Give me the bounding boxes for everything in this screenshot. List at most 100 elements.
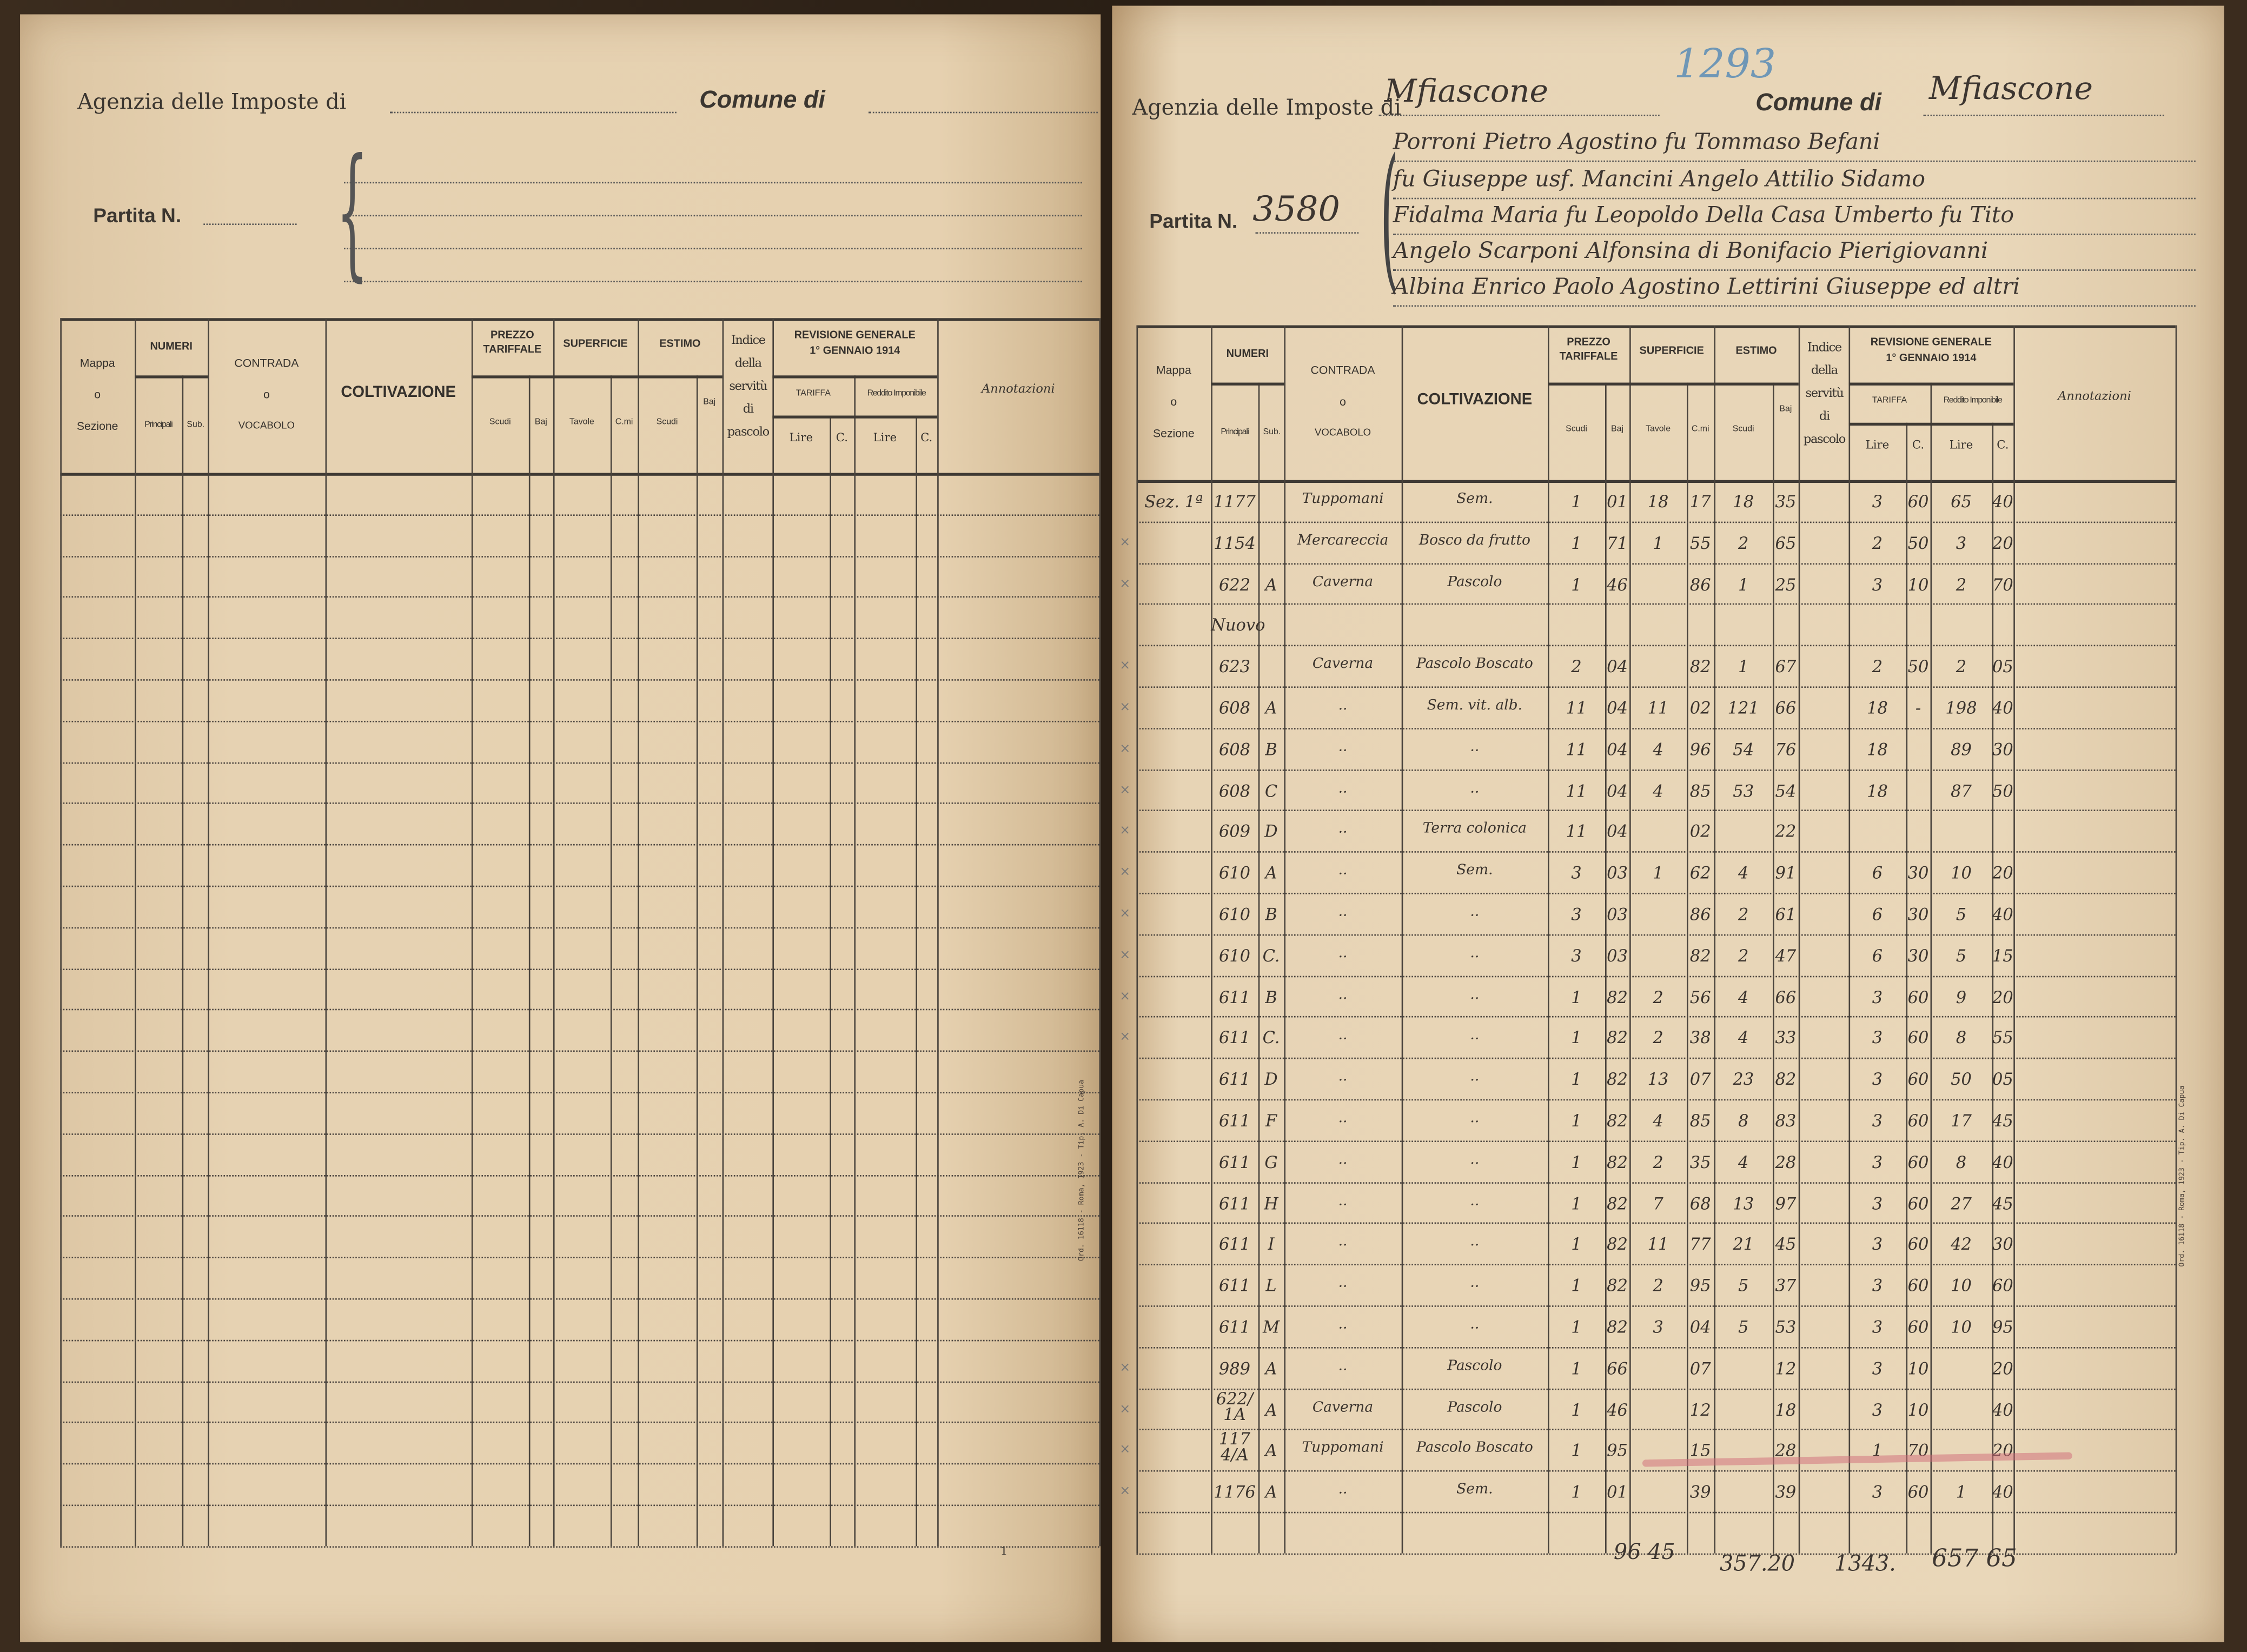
table-row: × 611 B.... 1 82 2 56 4 66 3 60 9 20 (1119, 986, 2175, 1028)
cell-prezzo-1: 82 (1607, 1317, 1628, 1337)
cell-principale: 1177 (1214, 491, 1256, 512)
column-rule (610, 375, 612, 1546)
cell-prezzo-1: 71 (1607, 533, 1628, 553)
row-rule (60, 1257, 1099, 1259)
header-sezione: Sezione (1153, 427, 1195, 440)
cell-superficie-1: 56 (1689, 986, 1711, 1007)
register-number: 1293 (1674, 40, 1777, 88)
row-rule (60, 1463, 1099, 1465)
cell-tariffa-0: 3 (1872, 1317, 1883, 1337)
header-scudi: Scudi (1732, 426, 1754, 434)
header-bottom-rule (60, 473, 1099, 476)
cell-estimo-1: 18 (1775, 1399, 1797, 1420)
cell-superficie-0: 1 (1653, 533, 1663, 553)
right-register-table: Mappa o Sezione NUMERI Principali Sub. CONTRAD… (1119, 325, 2177, 1555)
cell-estimo-0: 8 (1738, 1110, 1749, 1131)
cell-superficie-1: 82 (1689, 656, 1711, 677)
owner-line: Angelo Scarponi Alfonsina di Bonifacio P… (1393, 237, 1989, 264)
cell-contrada: .. (1338, 986, 1348, 1003)
cell-reddito-1: 50 (1992, 780, 2013, 801)
row-rule (1136, 1058, 2176, 1059)
row-mark: × (1119, 700, 1131, 715)
cell-reddito-0: 5 (1956, 945, 1967, 966)
cell-estimo-1: 22 (1775, 821, 1797, 842)
cell-tariffa-1: 60 (1907, 1317, 1929, 1337)
header-contrada-o: o (263, 388, 270, 401)
cell-superficie-0: 2 (1653, 1028, 1663, 1049)
header-mappa-o: o (94, 388, 101, 401)
owner-line (344, 281, 1082, 283)
cell-reddito-1: 05 (1992, 1069, 2013, 1090)
row-mark: × (1119, 1361, 1131, 1376)
cell-prezzo-1: 03 (1607, 945, 1628, 966)
cell-coltivazione: Pascolo (1447, 574, 1502, 590)
cell-reddito-1: 40 (1992, 491, 2013, 512)
cell-superficie-1: 68 (1689, 1193, 1711, 1213)
cell-prezzo-1: 04 (1607, 656, 1628, 677)
cell-sub: D (1264, 821, 1278, 842)
owner-underline (1393, 160, 2196, 162)
row-rule (1136, 1388, 2176, 1390)
cell-sub: L (1265, 1275, 1277, 1296)
cell-tariffa-0: 3 (1872, 1152, 1883, 1172)
cell-reddito-1: 60 (1992, 1275, 2013, 1296)
row-rule (1136, 1346, 2176, 1349)
total-estimo: 357.20 (1720, 1550, 1795, 1576)
cell-reddito-1: 05 (1992, 656, 2013, 677)
cell-coltivazione: .. (1470, 739, 1480, 755)
cell-prezzo-1: 82 (1607, 1069, 1628, 1090)
partita-field (1255, 232, 1359, 234)
table-row: × 622/1A A Caverna Pascolo 1 46 12 18 3 10 40 (1119, 1390, 2175, 1441)
row-mark: × (1119, 1443, 1131, 1458)
column-rule (1401, 325, 1403, 1554)
cell-estimo-0: 53 (1733, 780, 1754, 801)
cell-sub: D (1264, 1069, 1278, 1090)
cell-reddito-1: 40 (1992, 1152, 2013, 1172)
header-gennaio-1914: 1° GENNAIO 1914 (1886, 351, 1977, 364)
table-row: × 609 D.. Terra colonica 11 04 02 22 (1119, 821, 2175, 863)
table-row: × 1176 A.. Sem. 1 01 39 39 3 60 1 40 (1119, 1482, 2175, 1523)
cell-tariffa-1: - (1915, 698, 1921, 718)
cell-estimo-0: 4 (1738, 986, 1749, 1007)
group-rule (553, 375, 638, 379)
cell-reddito-0: 27 (1951, 1193, 1972, 1213)
table-row: × 608 B.... 11 04 4 96 54 76 18 89 30 (1119, 739, 2175, 780)
cell-principale: 610 (1218, 945, 1251, 966)
cell-tariffa-1: 10 (1907, 1399, 1929, 1420)
row-mark: × (1119, 907, 1131, 921)
cell-principale: 611 (1218, 1110, 1251, 1131)
cell-reddito-1: 20 (1992, 533, 2013, 553)
cell-principale: 610 (1218, 863, 1251, 883)
cell-reddito-0: 17 (1951, 1110, 1972, 1131)
cell-coltivazione: Terra colonica (1422, 821, 1527, 838)
cell-tariffa-1: 30 (1907, 945, 1929, 966)
header-indice: di (1819, 409, 1830, 424)
row-rule (1136, 686, 2176, 688)
cell-estimo-1: 35 (1775, 491, 1797, 512)
header-top-rule (60, 318, 1099, 321)
left-register-table: Mappa o Sezione NUMERI Principali Sub. CONTRAD… (60, 318, 1101, 1548)
cell-estimo-0: 4 (1738, 1152, 1749, 1172)
cell-superficie-0: 2 (1653, 1275, 1663, 1296)
column-rule (916, 415, 917, 1546)
column-rule (1714, 325, 1716, 1554)
cell-tariffa-0: 3 (1872, 1399, 1883, 1420)
cell-tariffa-0: 3 (1872, 986, 1883, 1007)
cell-coltivazione: .. (1470, 1110, 1480, 1126)
partita-label: Partita N. (1149, 209, 1238, 233)
column-rule (854, 375, 856, 1546)
row-rule (60, 1381, 1099, 1383)
cell-superficie-0: 2 (1653, 1152, 1663, 1172)
column-rule (696, 375, 698, 1546)
cell-superficie-1: 77 (1689, 1234, 1711, 1255)
cell-estimo-1: 33 (1775, 1028, 1797, 1049)
row-rule (1136, 810, 2176, 812)
right-page: Agenzia delle Imposte di Mfiascone 1293 … (1112, 5, 2224, 1642)
cell-contrada: .. (1338, 1069, 1348, 1085)
cell-principale: 622 (1218, 574, 1251, 594)
row-rule (60, 679, 1099, 681)
table-row: 611 G.... 1 82 2 35 4 28 3 60 8 40 (1136, 1152, 2175, 1193)
table-row: × 608 C.... 11 04 4 85 53 54 18 87 50 (1119, 780, 2175, 821)
header-mappa: Mappa (79, 356, 115, 370)
header-baj: Baj (534, 418, 547, 427)
